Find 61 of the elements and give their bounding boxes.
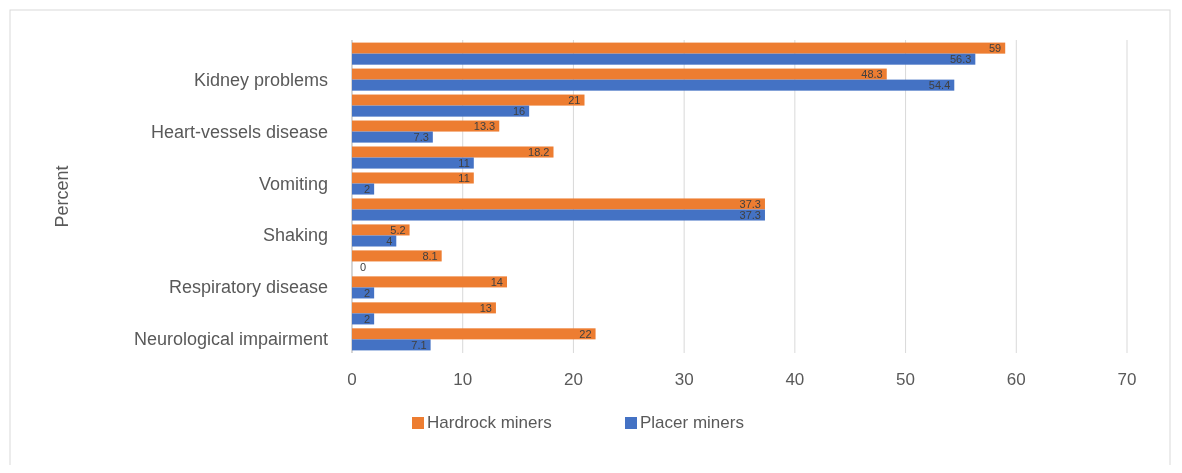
x-tick-label: 40	[785, 370, 805, 389]
y-axis-title: Percent	[52, 165, 72, 228]
x-tick-label: 50	[896, 370, 916, 389]
bar	[352, 94, 585, 106]
data-label: 14	[490, 275, 503, 288]
bar	[352, 79, 955, 91]
data-label: 59	[988, 42, 1002, 55]
bar	[352, 157, 474, 169]
y-tick-label: Heart-vessels disease	[150, 121, 328, 142]
bar	[352, 276, 507, 288]
data-label: 11	[458, 157, 470, 170]
data-label: 11	[458, 171, 470, 184]
x-tick-label: 20	[563, 370, 583, 389]
data-label: 37.3	[739, 209, 761, 222]
data-label: 56.3	[949, 53, 972, 66]
bar	[352, 250, 442, 262]
data-label: 0	[359, 260, 366, 273]
data-label: 4	[386, 234, 393, 247]
bar	[352, 198, 765, 210]
bar	[352, 172, 474, 184]
data-label: 13	[479, 301, 492, 314]
x-tick-label: 10	[453, 370, 473, 389]
bar	[352, 68, 887, 80]
bar	[352, 131, 433, 143]
data-label: 8.1	[422, 249, 438, 262]
data-label: 2	[364, 183, 371, 196]
legend-label: Hardrock miners	[427, 413, 552, 432]
data-label: 13.3	[473, 120, 496, 133]
bar	[352, 105, 530, 117]
legend-label: Placer miners	[640, 413, 744, 432]
y-tick-label: Kidney problems	[193, 69, 328, 90]
data-label: 7.1	[411, 338, 427, 351]
data-label: 48.3	[861, 68, 883, 81]
y-tick-label: Vomiting	[258, 173, 328, 194]
x-tick-label: 60	[1006, 370, 1026, 389]
data-label: 21	[568, 94, 581, 107]
bar	[352, 302, 496, 314]
y-tick-label: Neurological impairment	[133, 329, 328, 350]
x-tick-label: 70	[1117, 370, 1137, 389]
x-tick-label: 0	[347, 370, 357, 389]
bar	[352, 53, 976, 65]
data-label: 2	[364, 286, 371, 299]
bar	[352, 146, 554, 158]
data-label: 37.3	[739, 197, 761, 210]
data-label: 7.3	[413, 131, 429, 144]
bar	[352, 120, 500, 132]
y-tick-label: Respiratory disease	[168, 277, 328, 298]
bar	[352, 224, 410, 236]
bar	[352, 209, 765, 221]
bar	[352, 42, 1006, 54]
data-label: 16	[512, 105, 526, 118]
data-label: 2	[364, 312, 371, 325]
data-label: 18.2	[528, 146, 550, 159]
bar	[352, 235, 397, 247]
data-label: 54.4	[928, 79, 951, 92]
x-tick-label: 30	[674, 370, 694, 389]
y-tick-label: Shaking	[262, 225, 328, 246]
data-label: 22	[579, 327, 592, 340]
bar	[352, 339, 431, 351]
data-label: 5.2	[390, 223, 406, 236]
bar	[352, 328, 596, 340]
